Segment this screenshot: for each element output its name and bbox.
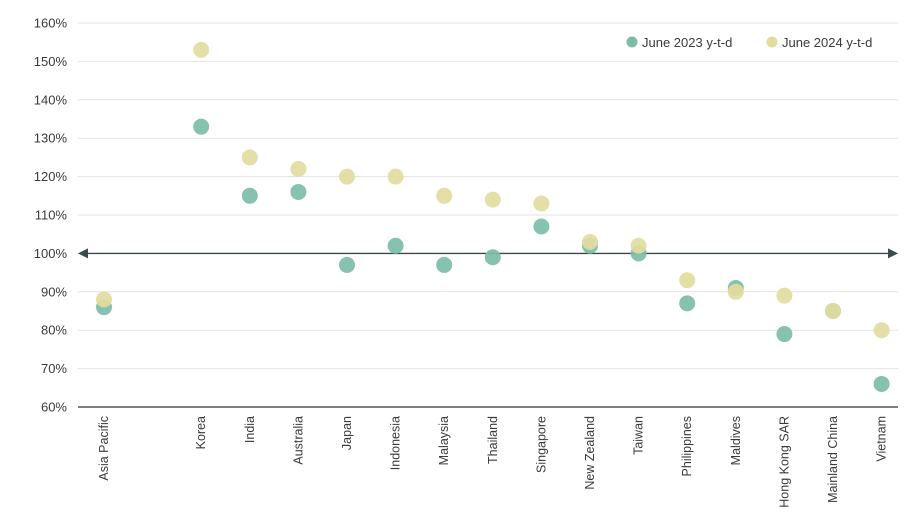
category-label: Maldives bbox=[729, 416, 743, 465]
y-tick-label: 80% bbox=[41, 323, 67, 338]
y-tick-label: 130% bbox=[34, 131, 68, 146]
point-series-2-4 bbox=[339, 168, 355, 185]
point-series-2-10 bbox=[630, 237, 647, 254]
category-label: Taiwan bbox=[632, 416, 646, 455]
category-label: Vietnam bbox=[875, 416, 889, 462]
point-series-2-6 bbox=[436, 187, 453, 204]
point-series-2-9 bbox=[582, 233, 598, 250]
legend-marker-1 bbox=[626, 36, 638, 48]
legend-marker-2 bbox=[766, 36, 778, 48]
category-label: New Zealand bbox=[583, 416, 597, 490]
category-label: Japan bbox=[340, 416, 354, 450]
legend-label-2: June 2024 y-t-d bbox=[782, 35, 872, 50]
category-label: Philippines bbox=[680, 416, 694, 476]
y-tick-label: 90% bbox=[41, 284, 67, 299]
reference-arrow-right bbox=[888, 248, 898, 259]
category-label: Mainland China bbox=[826, 416, 840, 503]
y-tick-label: 160% bbox=[34, 16, 68, 31]
category-label: Korea bbox=[194, 416, 208, 449]
point-series-2-0 bbox=[96, 291, 112, 308]
point-series-2-15 bbox=[873, 322, 890, 339]
point-series-2-5 bbox=[387, 168, 404, 185]
point-series-1-6 bbox=[436, 256, 453, 273]
category-label: Indonesia bbox=[389, 416, 403, 470]
y-tick-label: 140% bbox=[34, 92, 68, 107]
point-series-2-13 bbox=[776, 287, 793, 304]
point-series-1-13 bbox=[776, 326, 793, 343]
legend-label-1: June 2023 y-t-d bbox=[642, 35, 732, 50]
point-series-2-3 bbox=[290, 160, 307, 177]
point-series-1-15 bbox=[873, 375, 890, 392]
category-label: Australia bbox=[291, 416, 305, 465]
x-axis-category-labels: Asia Pacific Korea India Australia Japan Indo… bbox=[97, 416, 889, 508]
category-label: Hong Kong SAR bbox=[777, 416, 791, 508]
point-series-2-11 bbox=[679, 272, 696, 289]
y-tick-label: 150% bbox=[34, 54, 68, 69]
point-series-2-8 bbox=[533, 195, 550, 212]
point-series-2-7 bbox=[484, 191, 501, 208]
legend: June 2023 y-t-d June 2024 y-t-d bbox=[626, 35, 872, 50]
point-series-1-11 bbox=[679, 295, 696, 312]
point-series-2-1 bbox=[193, 41, 210, 58]
point-series-1-3 bbox=[290, 183, 307, 200]
data-points bbox=[96, 41, 890, 392]
point-series-1-4 bbox=[339, 256, 355, 273]
point-series-1-5 bbox=[387, 237, 404, 254]
category-label: Malaysia bbox=[437, 416, 451, 465]
point-series-2-2 bbox=[241, 149, 258, 166]
y-tick-label: 60% bbox=[41, 400, 67, 415]
y-tick-label: 110% bbox=[35, 208, 68, 223]
point-series-2-14 bbox=[825, 303, 841, 319]
category-label: Singapore bbox=[534, 416, 548, 473]
y-tick-label: 100% bbox=[34, 246, 68, 261]
y-axis-tick-labels: 60% 70% 80% 90% 100% 110% 120% 130% 140% 150% 160% bbox=[34, 16, 68, 415]
category-label: India bbox=[243, 416, 257, 443]
point-series-1-2 bbox=[241, 187, 258, 204]
category-label: Asia Pacific bbox=[97, 416, 111, 481]
y-tick-label: 70% bbox=[41, 361, 67, 376]
y-tick-label: 120% bbox=[34, 169, 68, 184]
point-series-1-1 bbox=[193, 118, 210, 135]
category-label: Thailand bbox=[486, 416, 500, 464]
point-series-1-7 bbox=[484, 249, 501, 266]
point-series-1-8 bbox=[533, 218, 550, 235]
point-series-2-12 bbox=[727, 283, 744, 300]
reference-arrow-left bbox=[78, 248, 88, 259]
